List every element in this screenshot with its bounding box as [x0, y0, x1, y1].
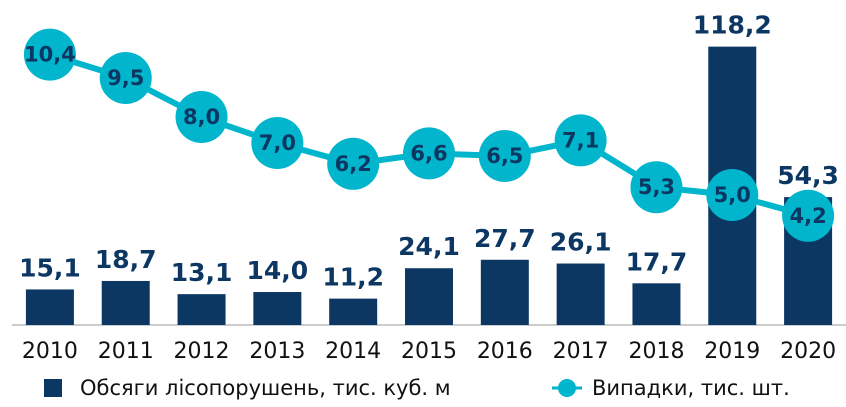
bar-value-label: 17,7 — [626, 247, 688, 276]
bar-value-label: 24,1 — [398, 232, 460, 261]
bar — [329, 298, 378, 325]
bar-value-label: 13,1 — [171, 258, 233, 287]
point-value-label: 5,0 — [714, 183, 751, 207]
point-value-label: 6,6 — [410, 141, 447, 165]
bar-value-label: 54,3 — [777, 161, 839, 190]
bar — [556, 263, 605, 325]
line-point — [327, 137, 380, 190]
bar-value-label: 18,7 — [95, 245, 157, 274]
point-value-label: 7,0 — [259, 131, 296, 155]
bar-value-label: 14,0 — [247, 256, 309, 285]
line-point — [706, 169, 759, 221]
x-tick-label: 2018 — [628, 339, 684, 364]
bar-value-label: 27,7 — [474, 224, 536, 253]
line-point — [23, 28, 76, 81]
legend-swatch — [558, 379, 576, 397]
line-point — [251, 117, 304, 169]
point-value-label: 5,3 — [638, 175, 675, 199]
bar — [177, 294, 226, 325]
bar-value-label: 15,1 — [19, 253, 81, 282]
legend-label: Випадки, тис. шт. — [592, 376, 790, 400]
x-tick-label: 2020 — [780, 339, 836, 364]
x-tick-label: 2014 — [325, 339, 381, 364]
bar-value-label: 11,2 — [322, 263, 384, 292]
point-value-label: 4,2 — [789, 204, 826, 228]
bar — [480, 259, 529, 325]
line-point — [175, 91, 228, 143]
line-point — [630, 161, 683, 214]
bar — [253, 292, 302, 325]
bar — [632, 283, 681, 325]
point-value-label: 6,5 — [486, 144, 523, 168]
x-tick-label: 2013 — [249, 339, 305, 364]
point-value-label: 8,0 — [183, 105, 220, 129]
line-point — [478, 130, 531, 182]
bar-value-label: 26,1 — [550, 228, 612, 257]
point-value-label: 7,1 — [562, 128, 599, 152]
x-tick-label: 2019 — [704, 339, 760, 364]
x-tick-label: 2012 — [174, 339, 230, 364]
bar — [405, 268, 453, 325]
bar — [101, 280, 150, 325]
point-value-label: 6,2 — [335, 152, 372, 176]
bar-value-label: 118,2 — [693, 11, 772, 40]
line-point — [403, 127, 455, 180]
x-tick-label: 2017 — [553, 339, 609, 364]
line-point — [554, 114, 607, 167]
line-point — [782, 189, 835, 242]
x-tick-label: 2015 — [401, 339, 457, 364]
bar — [25, 289, 74, 325]
x-tick-label: 2016 — [477, 339, 533, 364]
x-tick-label: 2010 — [22, 339, 78, 364]
legend-label: Обсяги лісопорушень, тис. куб. м — [80, 376, 451, 400]
point-value-label: 10,4 — [24, 43, 76, 67]
x-tick-label: 2011 — [98, 339, 154, 364]
point-value-label: 9,5 — [107, 66, 144, 90]
legend-swatch — [44, 379, 62, 397]
line-point — [99, 52, 152, 104]
